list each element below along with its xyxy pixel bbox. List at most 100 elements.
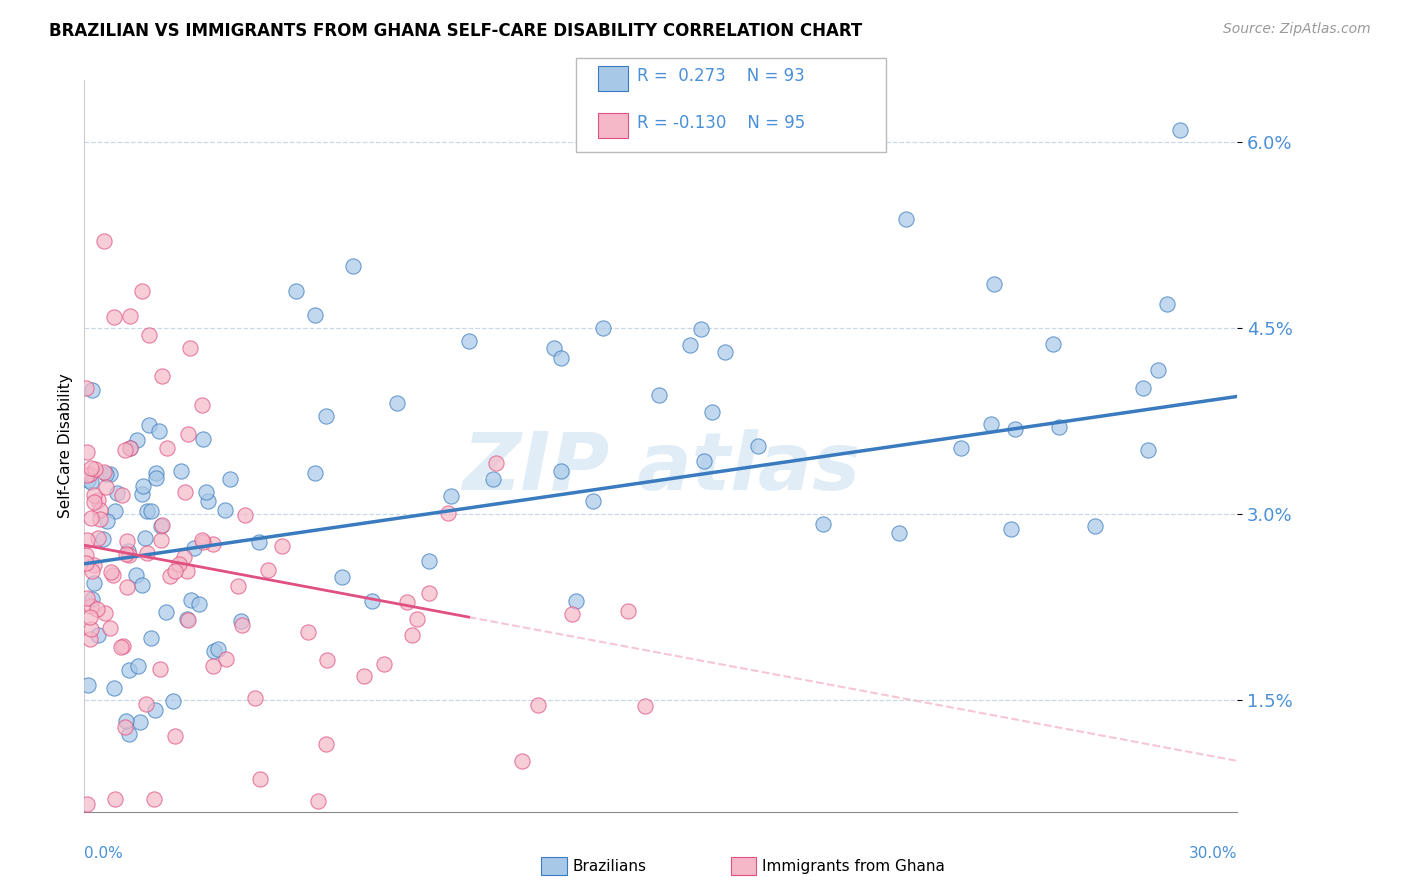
Point [115,714,138,728]
Point [387,396,409,410]
Point [149,533,172,547]
Point [297,624,319,639]
Point [80,592,103,607]
Point [233,508,256,522]
Point [131,487,153,501]
Point [145,703,167,717]
Point [176,564,198,578]
Point [1132,381,1154,395]
Point [174,484,197,499]
Point [406,612,429,626]
Point [89,503,111,517]
Point [105,486,128,500]
Point [482,472,505,486]
Point [617,605,640,619]
Point [134,531,156,545]
Point [89,512,111,526]
Point [195,484,218,499]
Point [561,607,583,621]
Point [156,441,179,455]
Point [76,797,98,811]
Point [342,259,364,273]
Text: Immigrants from Ghana: Immigrants from Ghana [762,859,945,873]
Point [135,698,157,712]
Point [128,715,150,730]
Point [177,613,200,627]
Point [80,384,103,398]
Point [527,698,550,713]
Point [115,533,138,548]
Point [1000,522,1022,536]
Point [648,387,671,401]
Point [75,549,97,563]
Point [103,681,125,696]
Point [396,595,419,609]
Point [101,567,124,582]
Point [149,662,172,676]
Point [440,490,463,504]
Point [117,544,139,558]
Point [690,321,713,335]
Point [983,277,1005,291]
Point [96,467,118,481]
Point [76,591,98,605]
Point [77,678,100,692]
Point [256,563,278,577]
Point [79,599,101,613]
Point [304,308,326,322]
Point [139,631,162,645]
Point [1156,296,1178,310]
Point [93,235,115,249]
Point [361,594,384,608]
Point [77,473,100,487]
Point [145,471,167,485]
Point [96,515,118,529]
Point [437,506,460,520]
Point [135,504,157,518]
Point [169,557,191,571]
Point [887,525,910,540]
Point [191,432,214,446]
Point [79,632,101,647]
Point [176,426,198,441]
Text: 0.0%: 0.0% [84,847,124,862]
Point [271,539,294,553]
Point [165,564,187,578]
Point [155,605,177,619]
Point [191,534,214,549]
Point [104,503,127,517]
Point [79,610,101,624]
Point [330,570,353,584]
Point [702,405,724,419]
Point [118,726,141,740]
Text: ZIP atlas: ZIP atlas [461,429,860,507]
Point [692,454,714,468]
Point [747,439,769,453]
Point [118,441,141,455]
Point [231,618,253,632]
Point [150,369,173,384]
Point [127,433,149,447]
Point [353,669,375,683]
Point [228,579,250,593]
Point [249,772,271,786]
Point [183,541,205,556]
Point [114,547,136,561]
Point [401,628,423,642]
Point [202,643,225,657]
Point [127,659,149,673]
Point [111,639,134,653]
Point [165,729,187,743]
Point [76,468,98,483]
Point [104,792,127,806]
Point [114,720,136,734]
Point [93,466,115,480]
Point [373,657,395,672]
Point [180,593,202,607]
Point [307,794,329,808]
Point [96,481,118,495]
Point [543,342,565,356]
Point [315,409,337,423]
Point [131,284,153,298]
Point [150,517,173,532]
